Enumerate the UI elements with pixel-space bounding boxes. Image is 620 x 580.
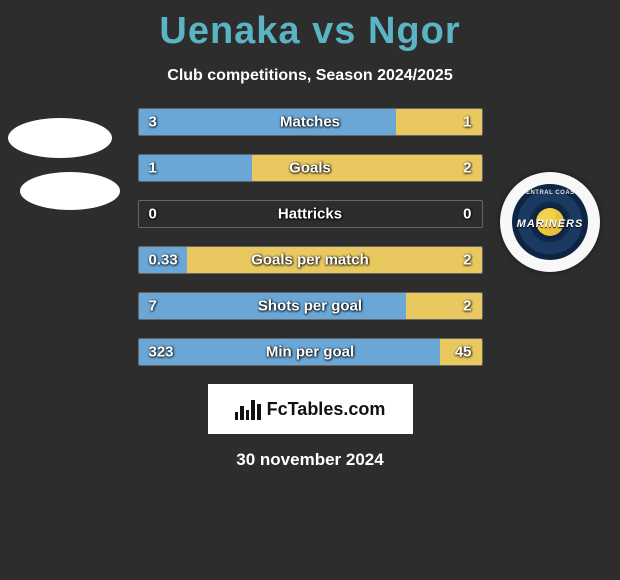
stat-value-left: 3 bbox=[149, 114, 157, 131]
stat-bar-right bbox=[252, 155, 482, 181]
stat-label: Hattricks bbox=[139, 206, 482, 223]
stat-value-left: 0.33 bbox=[149, 252, 178, 269]
fctables-watermark: FcTables.com bbox=[208, 384, 413, 434]
comparison-subtitle: Club competitions, Season 2024/2025 bbox=[0, 67, 620, 85]
stat-value-right: 1 bbox=[463, 114, 471, 131]
stat-value-right: 45 bbox=[455, 344, 472, 361]
fctables-bars-icon bbox=[235, 398, 261, 420]
stat-bar-left bbox=[139, 339, 441, 365]
comparison-date: 30 november 2024 bbox=[0, 450, 620, 470]
fctables-text: FcTables.com bbox=[267, 399, 386, 420]
stat-row-hattricks: 0 Hattricks 0 bbox=[138, 200, 483, 228]
stats-chart: 3 Matches 1 1 Goals 2 0 Hattricks 0 0.33… bbox=[0, 108, 620, 470]
stat-row-spg: 7 Shots per goal 2 bbox=[138, 292, 483, 320]
stat-value-right: 0 bbox=[463, 206, 471, 223]
stat-value-right: 2 bbox=[463, 252, 471, 269]
stat-row-goals: 1 Goals 2 bbox=[138, 154, 483, 182]
stat-row-mpg: 323 Min per goal 45 bbox=[138, 338, 483, 366]
stat-value-left: 0 bbox=[149, 206, 157, 223]
comparison-title: Uenaka vs Ngor bbox=[0, 0, 620, 53]
stat-bar-left bbox=[139, 109, 396, 135]
stat-value-left: 323 bbox=[149, 344, 174, 361]
stat-value-right: 2 bbox=[463, 160, 471, 177]
stat-bar-left bbox=[139, 293, 407, 319]
stat-row-gpm: 0.33 Goals per match 2 bbox=[138, 246, 483, 274]
stat-bar-right bbox=[187, 247, 482, 273]
stat-row-matches: 3 Matches 1 bbox=[138, 108, 483, 136]
stat-value-left: 7 bbox=[149, 298, 157, 315]
stat-value-right: 2 bbox=[463, 298, 471, 315]
stat-value-left: 1 bbox=[149, 160, 157, 177]
